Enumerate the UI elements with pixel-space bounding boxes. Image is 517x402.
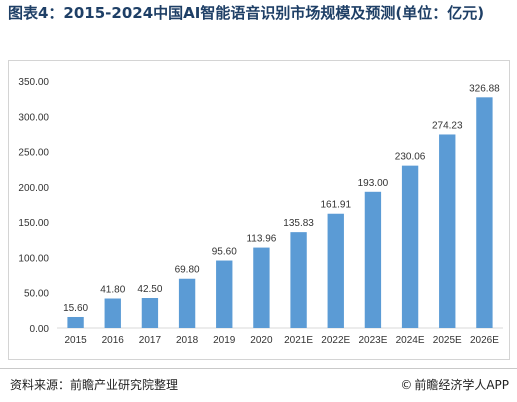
x-tick-label-2021E: 2021E	[284, 335, 313, 346]
data-label-2020: 113.96	[246, 234, 276, 245]
footer: 资料来源：前瞻产业研究院整理 © 前瞻经济学人APP	[0, 368, 517, 398]
bar-series: 15.60 41.80 42.50 69.80 95.60 113.96 135.83 161…	[63, 83, 500, 328]
chart-area: 0.00 50.00 100.00 150.00 200.00 250.00 300.00 3…	[8, 60, 510, 360]
x-tick-label-2024E: 2024E	[396, 335, 425, 346]
x-tick-label-2020: 2020	[250, 335, 273, 346]
data-label-2015: 15.60	[63, 303, 88, 314]
y-tick-label: 50.00	[24, 289, 49, 300]
data-label-2024E: 230.06	[395, 152, 426, 163]
bar-2023E	[364, 191, 382, 328]
brand-logo-icon: ©	[400, 378, 413, 392]
x-tick-label-2018: 2018	[176, 335, 199, 346]
bar-2019	[216, 260, 233, 328]
data-label-2023E: 193.00	[358, 178, 389, 189]
x-tick-label-2023E: 2023E	[358, 335, 387, 346]
x-tick-label-2019: 2019	[213, 335, 236, 346]
bar-2024E	[401, 165, 419, 328]
bar-2016	[104, 298, 121, 328]
x-tick-label-2025E: 2025E	[433, 335, 462, 346]
data-label-2026E: 326.88	[469, 83, 500, 94]
bar-2021E	[290, 232, 307, 328]
data-label-2017: 42.50	[137, 284, 162, 295]
y-axis: 0.00 50.00 100.00 150.00 200.00 250.00 300.00 3…	[18, 77, 49, 335]
bar-chart: 0.00 50.00 100.00 150.00 200.00 250.00 300.00 3…	[18, 77, 503, 346]
y-tick-label: 300.00	[18, 112, 49, 123]
bar-2020	[253, 247, 270, 328]
bar-2017	[141, 298, 159, 328]
x-tick-label-2017: 2017	[139, 335, 162, 346]
chart-title: 图表4：2015-2024中国AI智能语音识别市场规模及预测(单位：亿元)	[8, 4, 485, 22]
bar-2022E	[327, 213, 344, 328]
brand-label: 前瞻经济学人APP	[414, 378, 509, 392]
bar-2018	[178, 278, 196, 328]
x-axis: 2015 2016 2017 2018 2019 2020 2021E 2022E 2023E 2…	[57, 327, 503, 346]
bar-2026E	[476, 97, 493, 328]
brand-credit[interactable]: © 前瞻经济学人APP	[400, 376, 509, 393]
x-tick-label-2015: 2015	[64, 335, 87, 346]
source-note: 资料来源：前瞻产业研究院整理	[10, 378, 179, 392]
data-label-2019: 95.60	[212, 247, 237, 258]
x-tick-label-2022E: 2022E	[321, 335, 350, 346]
x-tick-label-2016: 2016	[102, 335, 125, 346]
y-tick-label: 150.00	[18, 218, 49, 229]
y-tick-label: 100.00	[18, 253, 49, 264]
bar-2015	[67, 316, 84, 328]
y-tick-label: 350.00	[18, 77, 49, 88]
y-tick-label: 0.00	[30, 324, 50, 335]
data-label-2022E: 161.91	[320, 200, 351, 211]
bar-2025E	[439, 134, 456, 328]
data-label-2016: 41.80	[100, 285, 125, 296]
x-tick-label-2026E: 2026E	[470, 335, 499, 346]
data-label-2021E: 135.83	[283, 218, 314, 229]
y-tick-label: 200.00	[18, 183, 49, 194]
data-label-2025E: 274.23	[432, 120, 463, 131]
data-label-2018: 69.80	[175, 265, 200, 276]
y-tick-label: 250.00	[18, 148, 49, 159]
